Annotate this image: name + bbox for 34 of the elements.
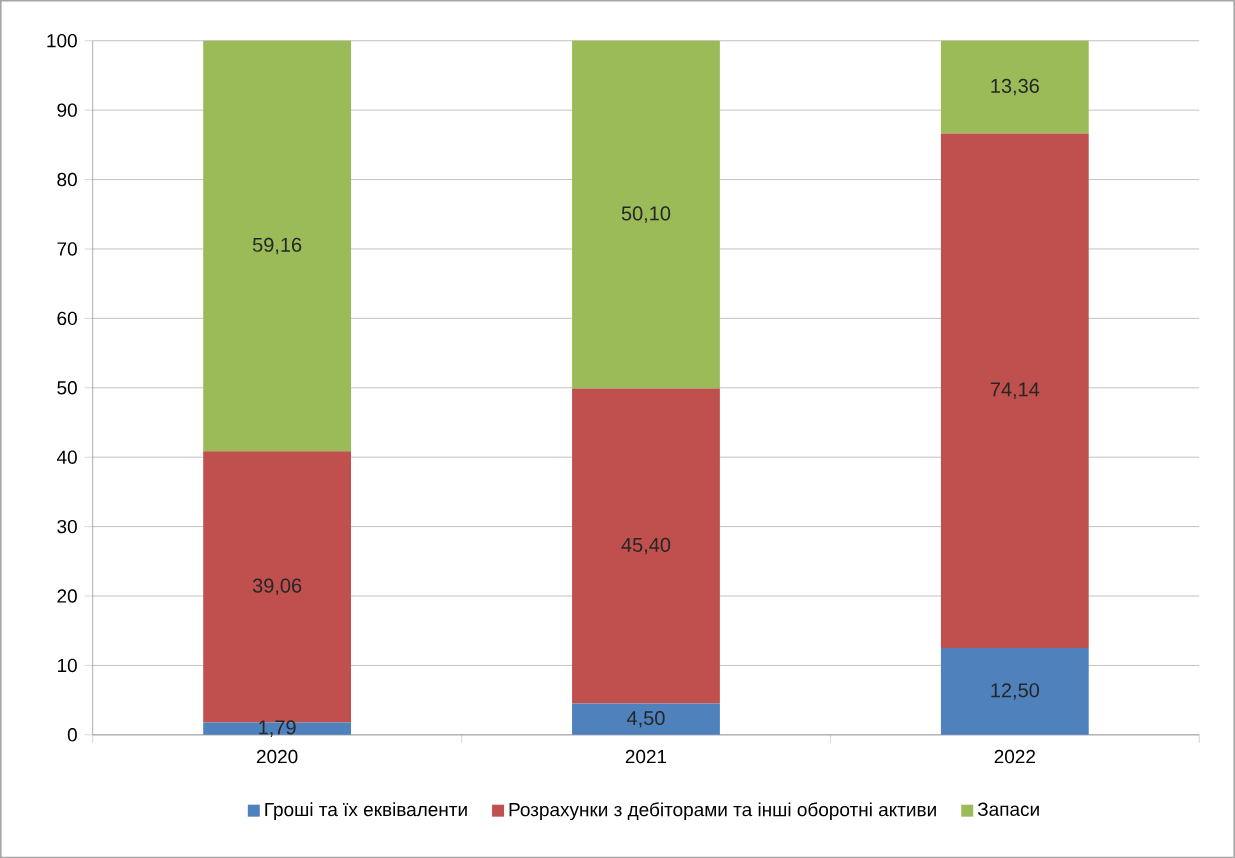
data-label: 59,16 — [252, 237, 302, 255]
y-tick-label: 80 — [57, 172, 77, 187]
x-tick-label: 2020 — [256, 749, 298, 764]
bar — [572, 40, 720, 389]
y-tick-label: 10 — [57, 658, 77, 672]
legend-label: Запаси — [977, 802, 1039, 816]
y-tick-label: 40 — [56, 450, 77, 464]
bar — [940, 133, 1089, 648]
y-tick-label: 20 — [57, 589, 77, 603]
y-tick-label: 90 — [57, 103, 77, 117]
y-tick-label: 0 — [67, 727, 77, 742]
data-label: 13,36 — [991, 78, 1039, 96]
bar — [203, 722, 352, 735]
data-label: 1,79 — [259, 720, 296, 737]
bar — [572, 388, 720, 704]
legend-label: Розрахунки з дебіторами та інші оборотні активи — [509, 801, 936, 820]
bar — [572, 703, 720, 735]
y-tick-label: 60 — [57, 311, 77, 325]
x-tick-label: 2021 — [625, 749, 667, 764]
y-tick-label: 100 — [47, 33, 77, 48]
x-tick-label: 2022 — [994, 749, 1035, 764]
data-label: 50,10 — [621, 206, 671, 223]
data-label: 4,50 — [627, 710, 665, 728]
data-label: 45,40 — [621, 537, 671, 555]
data-label: 12,50 — [991, 682, 1040, 700]
bar — [203, 40, 352, 452]
legend-label: Гроші та їх еквіваленти — [265, 802, 467, 820]
bar — [940, 40, 1089, 134]
y-tick-label: 30 — [57, 519, 77, 534]
data-label: 74,14 — [990, 382, 1040, 399]
y-tick-label: 70 — [57, 242, 77, 256]
y-tick-label: 50 — [57, 380, 77, 395]
bar — [940, 647, 1089, 735]
data-label: 39,06 — [252, 578, 302, 595]
